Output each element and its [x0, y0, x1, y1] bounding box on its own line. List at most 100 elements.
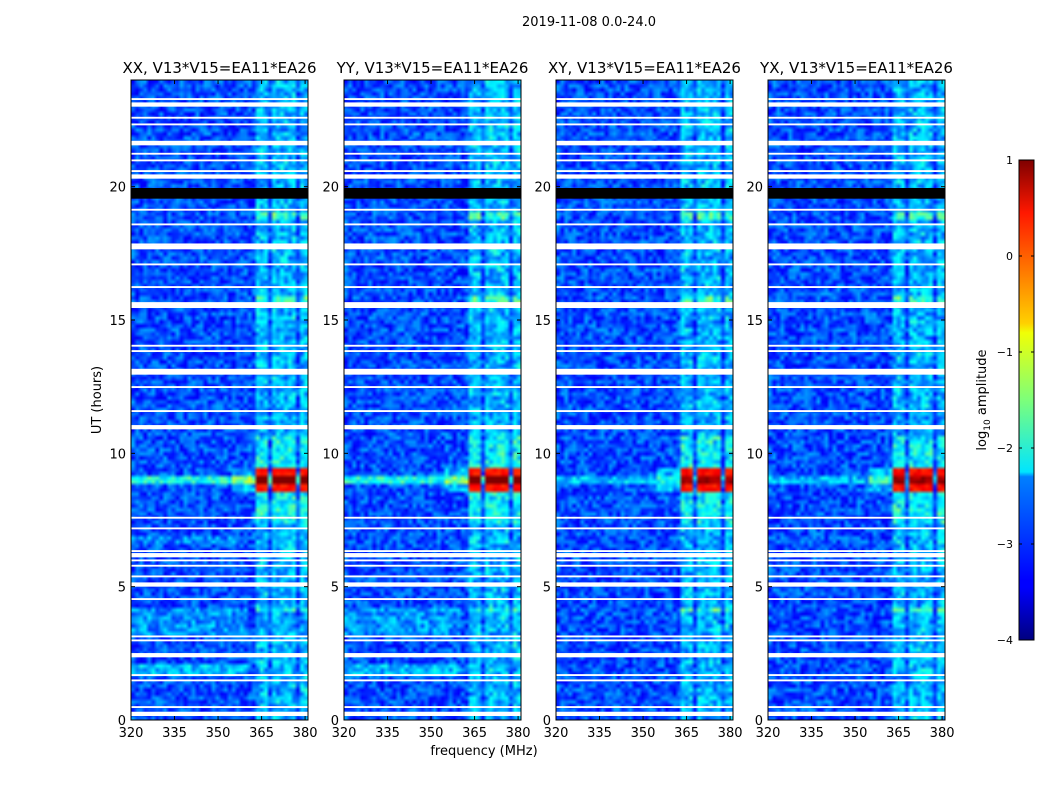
flagged-row: [344, 116, 521, 119]
flagged-row: [556, 170, 733, 172]
flagged-row: [768, 711, 945, 716]
flagged-row: [556, 223, 733, 226]
flagged-row: [344, 527, 521, 530]
flagged-row: [556, 102, 733, 107]
flagged-row: [768, 141, 945, 146]
flagged-black-row: [131, 188, 308, 199]
flagged-row: [556, 410, 733, 412]
panel-title: YX, V13*V15=EA11*EA26: [759, 59, 953, 77]
flagged-row: [344, 170, 521, 172]
flagged-row: [131, 302, 308, 304]
flagged-row: [556, 141, 733, 146]
flagged-row: [556, 159, 733, 162]
flagged-row: [768, 243, 945, 246]
panel-title: XX, V13*V15=EA11*EA26: [122, 59, 316, 77]
flagged-row: [131, 582, 308, 587]
y-tick-label: 15: [534, 314, 551, 329]
panel-title: XY, V13*V15=EA11*EA26: [548, 59, 741, 77]
flagged-row: [768, 368, 945, 371]
flagged-row: [131, 159, 308, 162]
flagged-row: [131, 243, 308, 246]
flagged-row: [131, 208, 308, 211]
flagged-row: [768, 344, 945, 347]
heatmap-yy: [344, 80, 521, 720]
flagged-row: [556, 152, 733, 155]
flagged-row: [768, 123, 945, 126]
flagged-row: [131, 123, 308, 126]
flagged-row: [344, 208, 521, 211]
flagged-row: [344, 140, 521, 143]
flagged-row: [344, 174, 521, 179]
axes-frame: [343, 79, 522, 721]
flagged-row: [131, 674, 308, 676]
colorbar-label: log10 amplitude: [975, 349, 993, 450]
flagged-row: [556, 140, 733, 143]
x-tick-label: 380: [293, 726, 318, 741]
flagged-row: [131, 598, 308, 600]
flagged-row: [768, 170, 945, 172]
flagged-row: [131, 575, 308, 578]
x-tick-label: 335: [162, 726, 187, 741]
x-tick-label: 320: [544, 726, 569, 741]
flagged-row: [131, 344, 308, 347]
flagged-row: [768, 426, 945, 428]
flagged-row: [768, 286, 945, 288]
flagged-row: [556, 598, 733, 600]
flagged-row: [344, 303, 521, 308]
flagged-row: [344, 344, 521, 347]
flagged-row: [131, 116, 308, 119]
flagged-row: [344, 679, 521, 682]
x-axis-label: frequency (MHz): [430, 744, 537, 759]
figure-suptitle: 2019-11-08 0.0-24.0: [522, 15, 656, 30]
heatmap-yx: [768, 80, 945, 720]
flagged-row: [556, 550, 733, 552]
flagged-row: [131, 527, 308, 530]
flagged-row: [556, 116, 733, 119]
flagged-black-row: [556, 188, 733, 199]
flagged-row: [556, 653, 733, 658]
flagged-row: [344, 598, 521, 600]
flagged-row: [131, 223, 308, 226]
flagged-row: [556, 350, 733, 352]
colorbar: 10−1−2−3−4 log10 amplitude: [975, 154, 1035, 647]
flagged-row: [768, 679, 945, 682]
flagged-row: [344, 564, 521, 567]
flagged-row: [344, 370, 521, 375]
colorbar-gradient: [1018, 159, 1035, 641]
flagged-row: [768, 208, 945, 211]
panel-yy: YY, V13*V15=EA11*EA26 320 335 350 365 380 0 5 10…: [322, 59, 530, 741]
flagged-row: [131, 653, 308, 658]
flagged-row: [131, 350, 308, 352]
flagged-row: [556, 245, 733, 250]
y-tick-label: 5: [118, 581, 126, 596]
panel-xy: XY, V13*V15=EA11*EA26 320 335 350 365 380 0 5 10…: [534, 59, 742, 741]
x-tick-label: 365: [886, 726, 911, 741]
flagged-row: [131, 140, 308, 143]
x-tick-label: 320: [756, 726, 781, 741]
flagged-row: [556, 286, 733, 288]
x-tick-label: 350: [843, 726, 868, 741]
heatmap-xx: [131, 80, 308, 720]
flagged-row: [131, 141, 308, 146]
flagged-row: [556, 426, 733, 428]
x-tick-label: 320: [332, 726, 357, 741]
y-tick-label: 10: [109, 447, 126, 462]
flagged-row: [768, 674, 945, 676]
y-tick-label: 10: [746, 447, 763, 462]
flagged-row: [556, 679, 733, 682]
flagged-row: [344, 575, 521, 578]
flagged-row: [556, 368, 733, 371]
y-tick-label: 5: [331, 581, 339, 596]
y-tick-label: 10: [322, 447, 339, 462]
flagged-row: [556, 582, 733, 587]
flagged-row: [344, 102, 521, 107]
flagged-row: [131, 286, 308, 288]
flagged-row: [556, 711, 733, 716]
flagged-row: [344, 286, 521, 288]
flagged-row: [344, 559, 521, 562]
y-tick-label: 0: [331, 714, 339, 729]
flagged-row: [768, 559, 945, 562]
x-tick-label: 380: [506, 726, 531, 741]
y-tick-label: 15: [109, 314, 126, 329]
